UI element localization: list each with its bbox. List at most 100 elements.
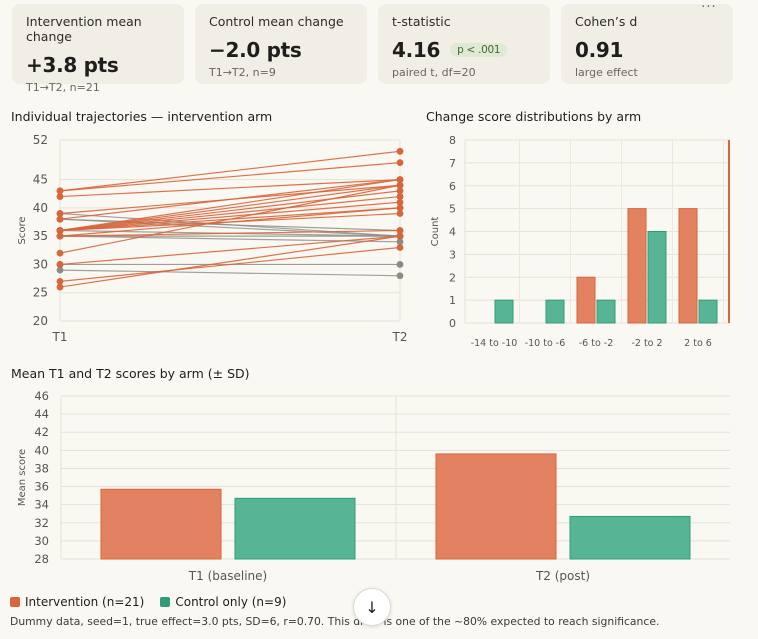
x-tick-label: -14 to -10 — [471, 338, 518, 349]
stat-card-t-statistic: t-statistic 4.16 p < .001 paired t, df=20 — [378, 4, 550, 84]
y-tick-label: 40 — [34, 443, 49, 457]
trajectory-point — [56, 249, 64, 257]
bar-intervention — [576, 276, 596, 324]
y-tick-label: 36 — [34, 480, 49, 494]
x-tick-label: -6 to -2 — [579, 338, 614, 349]
bar-intervention — [100, 488, 222, 560]
stat-sub: large effect — [575, 66, 638, 79]
clipped-bar-edge — [728, 140, 730, 323]
trajectory-line — [59, 207, 401, 237]
trajectory-line — [59, 162, 401, 192]
stat-card-control: Control mean change −2.0 pts T1→T2, n=9 — [195, 4, 367, 84]
legend-swatch-intervention — [10, 597, 20, 607]
y-tick-label: 0 — [449, 317, 456, 330]
trajectory-point — [396, 272, 404, 280]
y-axis-label: Mean score — [17, 449, 28, 506]
bar-control — [494, 299, 514, 324]
trajectory-point — [396, 159, 404, 167]
trajectory-line — [59, 190, 401, 232]
y-tick-label: 25 — [33, 286, 48, 300]
trajectory-line — [59, 195, 401, 232]
y-tick-label: 45 — [33, 173, 48, 187]
x-tick-label: -10 to -6 — [525, 338, 566, 349]
y-tick-label: 7 — [449, 157, 456, 170]
y-axis-label: Count — [430, 217, 441, 247]
x-tick-label: T2 (post) — [535, 569, 590, 583]
trajectory-point — [56, 215, 64, 223]
trajectory-point — [396, 232, 404, 240]
trajectory-line — [59, 269, 401, 277]
footnote: Dummy data, seed=1, true effect=3.0 pts,… — [10, 615, 660, 628]
trajectory-point — [396, 181, 404, 189]
legend-intervention: Intervention (n=21) — [10, 595, 144, 609]
y-tick-label: 42 — [34, 425, 49, 439]
y-tick-label: 44 — [34, 407, 49, 421]
trajectory-line — [59, 150, 401, 192]
more-options-icon[interactable]: ··· — [701, 0, 717, 15]
trajectory-point — [56, 227, 64, 234]
bar-intervention — [627, 208, 647, 324]
y-tick-label: 20 — [33, 314, 48, 328]
bar-control — [234, 497, 356, 560]
legend-label: Control only (n=9) — [175, 595, 287, 609]
y-tick-label: 2 — [449, 271, 456, 284]
trajectory-line — [59, 235, 401, 266]
bar-intervention — [435, 453, 557, 560]
bar-control — [647, 231, 667, 324]
trajectories-title: Individual trajectories — intervention a… — [11, 109, 273, 124]
means-title: Mean T1 and T2 scores by arm (± SD) — [11, 366, 250, 381]
trajectory-point — [396, 187, 404, 195]
y-tick-label: 52 — [33, 133, 48, 147]
stat-value: 0.91 — [575, 38, 624, 62]
legend-control: Control only (n=9) — [160, 595, 286, 609]
p-value-badge: p < .001 — [450, 43, 508, 57]
y-tick-label: 46 — [34, 389, 49, 403]
y-tick-label: 5 — [449, 203, 456, 216]
distribution-chart: 0 1 2 3 4 5 6 7 8 Count -14 to -10 -10 to -6 -6 to -… — [430, 134, 730, 349]
x-tick-label: T1 — [52, 330, 68, 344]
arrow-down-icon: ↓ — [365, 597, 379, 617]
trajectory-point — [56, 232, 64, 240]
trajectory-line — [59, 179, 401, 232]
y-tick-label: 1 — [449, 294, 456, 307]
stat-card-cohens-d: Cohen’s d 0.91 large effect — [561, 4, 733, 84]
trajectory-point — [396, 147, 404, 155]
trajectory-point — [396, 261, 404, 268]
stat-sub: paired t, df=20 — [392, 66, 476, 79]
trajectory-point — [56, 210, 64, 217]
trajectory-point — [56, 266, 64, 274]
trajectory-point — [396, 227, 404, 234]
trajectory-point — [396, 204, 404, 212]
trajectories-chart: 20 25 30 35 40 45 52 T1 T2 Score — [17, 133, 407, 344]
trajectory-point — [56, 187, 64, 195]
y-axis-label: Score — [17, 216, 28, 244]
y-tick-label: 34 — [34, 498, 49, 512]
stat-label: Control mean change — [209, 14, 344, 29]
y-tick-label: 38 — [34, 461, 49, 475]
trajectory-point — [56, 283, 64, 291]
x-tick-label: 2 to 6 — [684, 338, 712, 349]
scroll-down-button[interactable]: ↓ — [353, 588, 391, 626]
y-tick-label: 4 — [449, 226, 456, 239]
trajectory-line — [59, 201, 401, 232]
legend: Intervention (n=21) Control only (n=9) — [10, 595, 286, 609]
y-tick-label: 40 — [33, 201, 48, 215]
x-tick-label: T1 (baseline) — [188, 569, 267, 583]
trajectory-line — [59, 178, 401, 220]
legend-label: Intervention (n=21) — [25, 595, 145, 609]
stat-label: Intervention mean change — [26, 14, 142, 44]
bar-control — [698, 299, 718, 324]
bar-intervention — [678, 208, 698, 324]
stat-sub: T1→T2, n=21 — [26, 81, 100, 94]
y-tick-label: 32 — [34, 516, 49, 530]
stat-value: −2.0 pts — [209, 38, 302, 62]
stat-label: t-statistic — [392, 14, 451, 29]
legend-swatch-control — [160, 597, 171, 607]
bar-control — [569, 515, 691, 560]
stat-sub: T1→T2, n=9 — [209, 66, 276, 79]
trajectory-line — [59, 246, 401, 283]
trajectory-point — [56, 193, 64, 200]
y-tick-label: 6 — [449, 180, 456, 193]
trajectory-line — [59, 178, 401, 198]
distribution-title: Change score distributions by arm — [426, 109, 642, 124]
